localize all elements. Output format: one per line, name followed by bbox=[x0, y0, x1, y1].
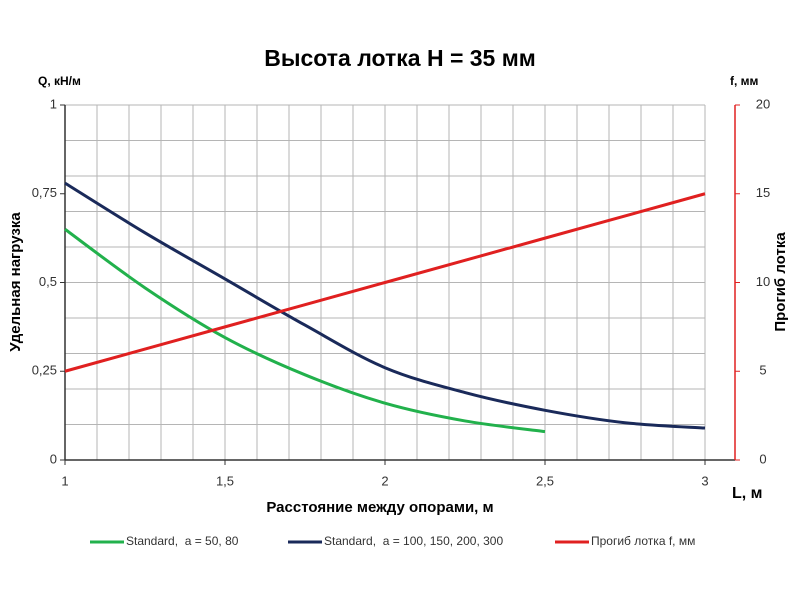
legend-label: Standard, a = 100, 150, 200, 300 bbox=[324, 534, 503, 548]
y2-tick-label: 0 bbox=[759, 451, 766, 466]
x-tick-label: 3 bbox=[701, 473, 708, 488]
y-tick-label: 0,75 bbox=[32, 185, 57, 200]
y-tick-label: 0,25 bbox=[32, 363, 57, 378]
y2-tick-label: 10 bbox=[756, 274, 770, 289]
x-tick-label: 1,5 bbox=[216, 473, 234, 488]
chart-title: Высота лотка Н = 35 мм bbox=[264, 45, 536, 71]
y2-tick-label: 15 bbox=[756, 185, 770, 200]
x-tick-label: 2 bbox=[381, 473, 388, 488]
y2-axis-unit: f, мм bbox=[730, 74, 759, 88]
y-tick-label: 0,5 bbox=[39, 274, 57, 289]
y-axis-title: Удельная нагрузка bbox=[7, 212, 24, 352]
legend-label: Standard, a = 50, 80 bbox=[126, 534, 239, 548]
y-tick-label: 1 bbox=[50, 96, 57, 111]
x-tick-label: 1 bbox=[61, 473, 68, 488]
y2-axis-title: Прогиб лотка bbox=[772, 232, 789, 332]
legend-label: Прогиб лотка f, мм bbox=[591, 534, 695, 548]
series-line bbox=[64, 181, 706, 430]
y2-tick-label: 5 bbox=[759, 363, 766, 378]
x-axis-title: Расстояние между опорами, м bbox=[266, 499, 493, 516]
x-tick-label: 2,5 bbox=[536, 473, 554, 488]
y-axis-unit: Q, кН/м bbox=[38, 74, 81, 88]
y-tick-label: 0 bbox=[50, 451, 57, 466]
series-line bbox=[64, 228, 546, 434]
x-axis-end-label: L, м bbox=[732, 485, 763, 502]
y2-tick-label: 20 bbox=[756, 96, 770, 111]
series-line bbox=[64, 192, 706, 373]
